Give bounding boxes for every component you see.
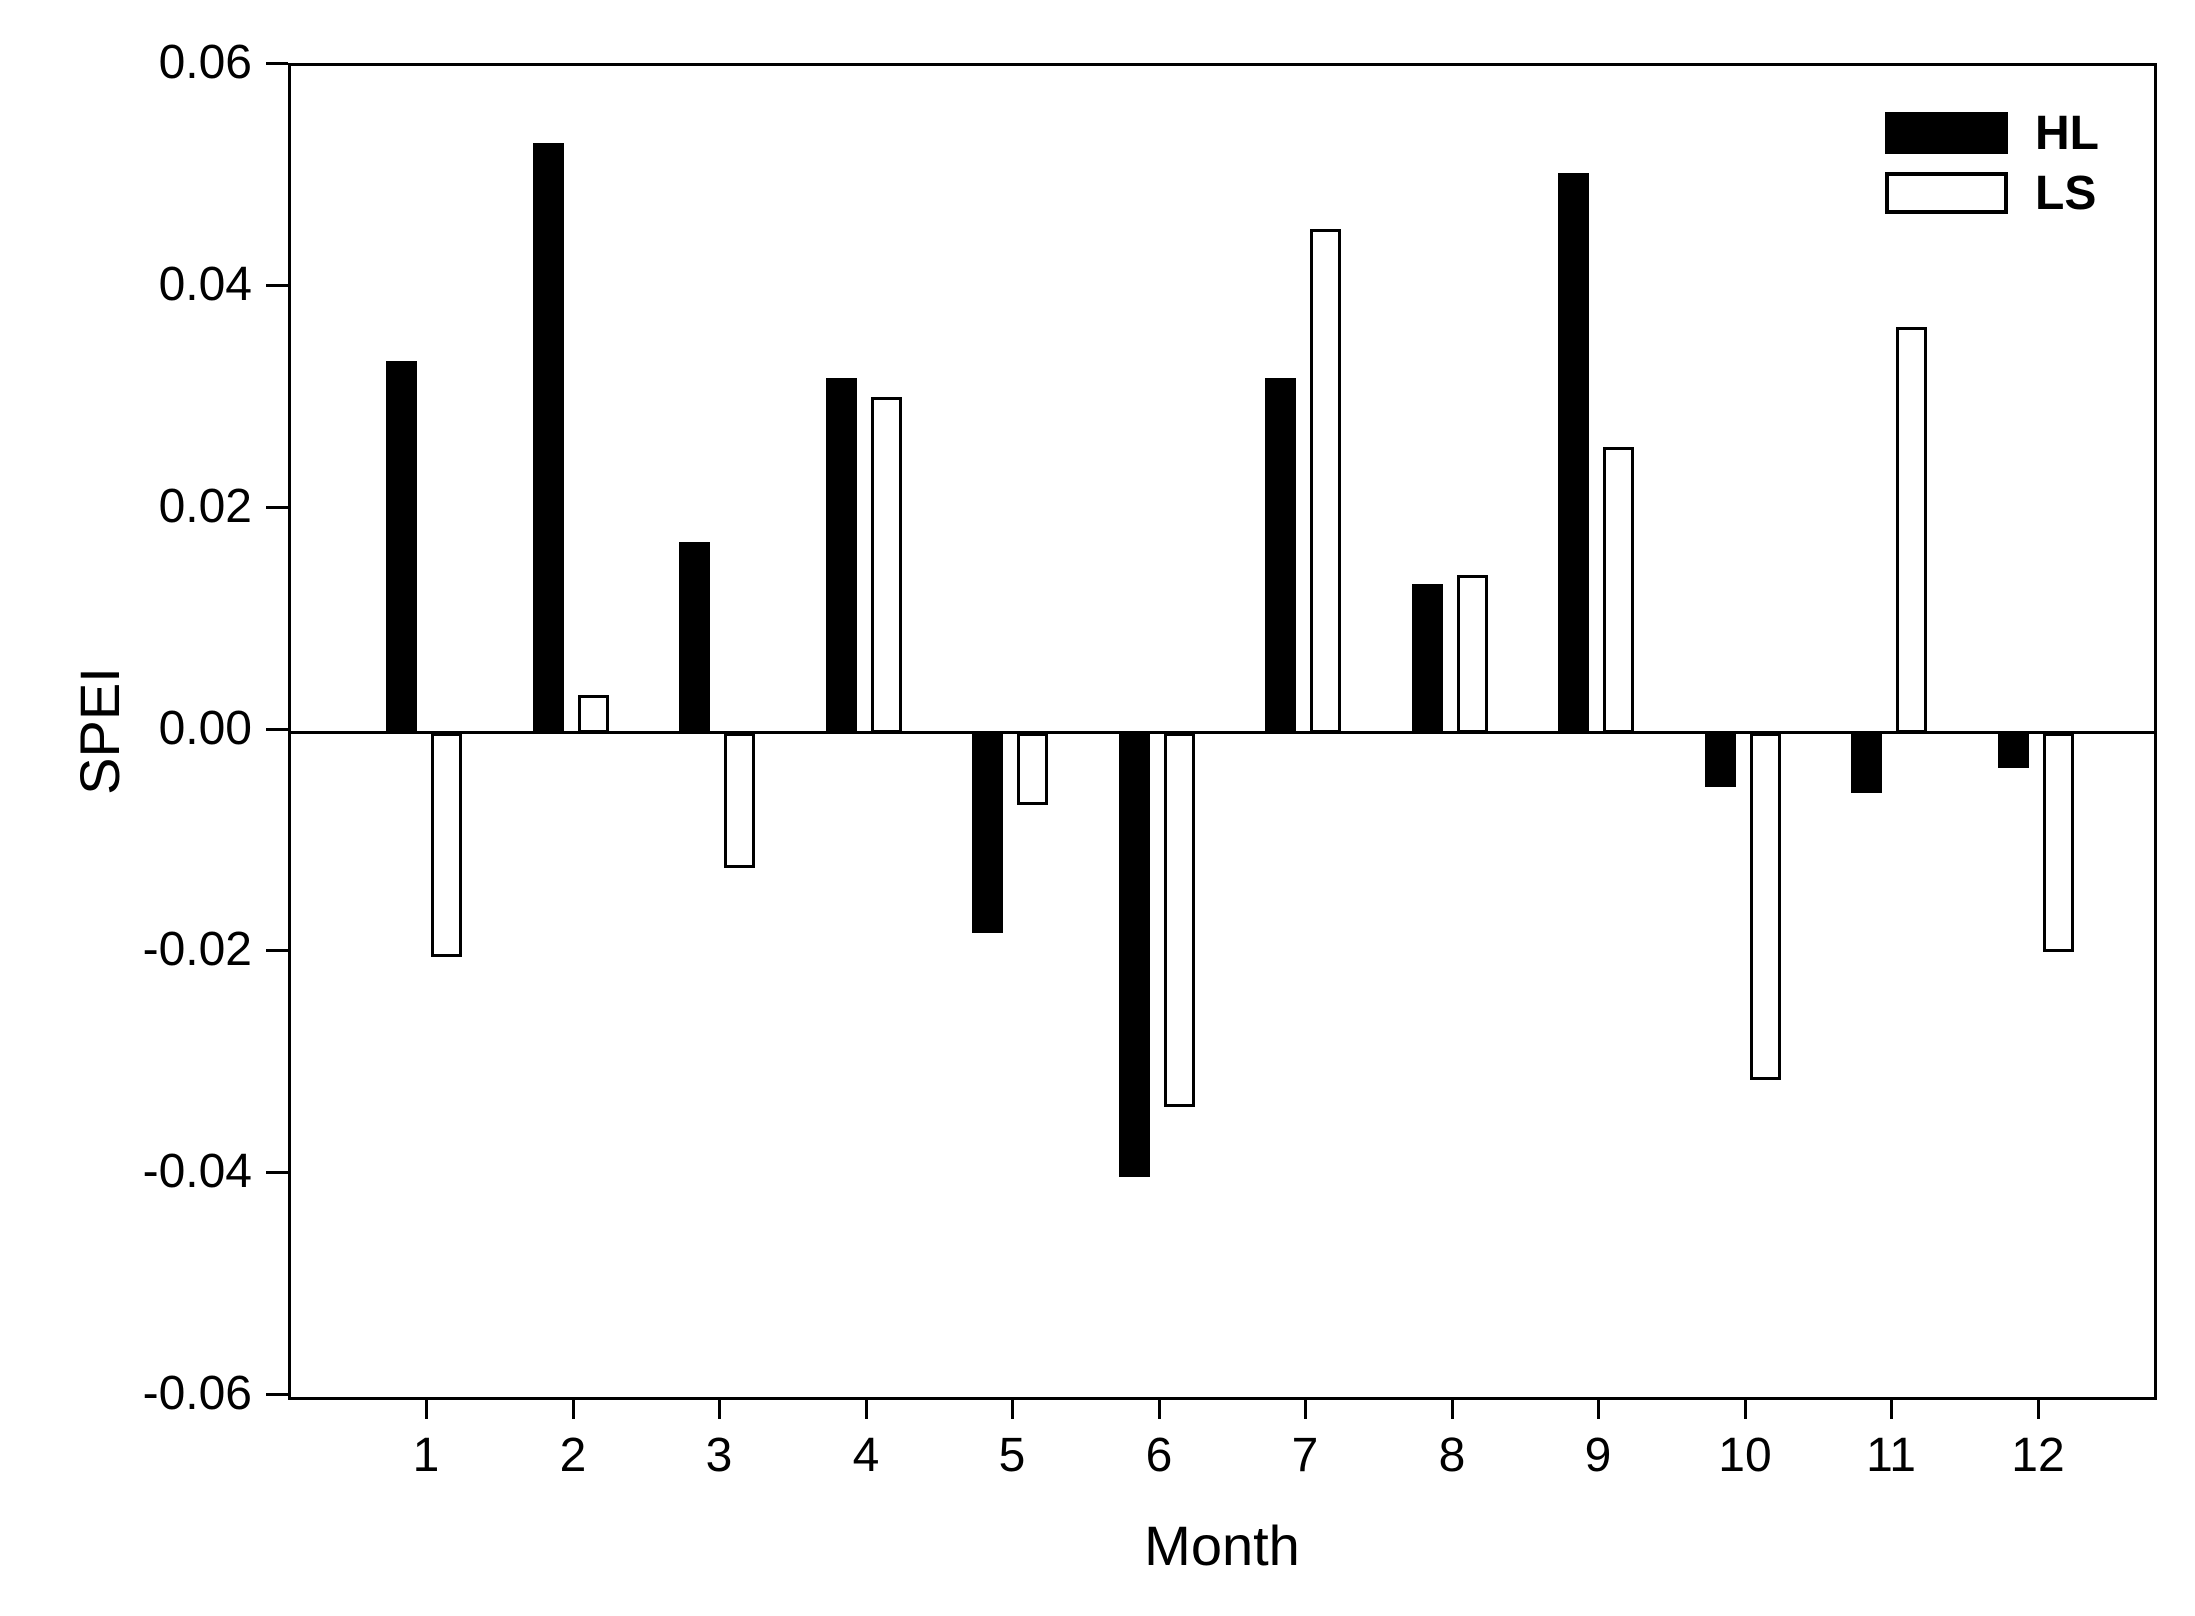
legend-swatch-ls [1885,172,2008,214]
bar-ls-month-6 [1164,733,1195,1107]
y-tick--0.04 [266,1171,288,1174]
bar-hl-month-2 [533,143,564,733]
bar-ls-month-3 [724,733,755,868]
y-tick--0.02 [266,949,288,952]
bar-hl-month-6 [1119,733,1150,1177]
plot-area: HL LS [288,63,2157,1400]
bar-ls-month-8 [1457,575,1488,733]
x-tick-label-month-8: 8 [1438,1429,1466,1482]
x-tick-month-8 [1451,1397,1454,1419]
zero-line [291,731,2154,734]
x-tick-month-4 [865,1397,868,1419]
x-tick-month-10 [1744,1397,1747,1419]
x-tick-month-9 [1597,1397,1600,1419]
x-tick-month-12 [2037,1397,2040,1419]
x-tick-month-6 [1158,1397,1161,1419]
bar-hl-month-12 [1998,733,2029,768]
x-tick-label-month-5: 5 [998,1429,1026,1482]
y-tick-label: 0.06 [158,36,252,89]
x-axis-title: Month [1144,1514,1300,1577]
bar-ls-month-9 [1603,447,1634,733]
y-tick-0.04 [266,284,288,287]
bar-hl-month-3 [679,542,710,733]
bar-hl-month-7 [1265,378,1296,733]
bar-hl-month-1 [386,361,417,733]
x-tick-label-month-3: 3 [705,1429,733,1482]
bar-ls-month-11 [1896,327,1927,733]
legend-label-hl: HL [2035,107,2099,160]
bar-ls-month-7 [1310,229,1341,733]
x-tick-month-11 [1890,1397,1893,1419]
bar-hl-month-4 [826,378,857,733]
x-tick-label-month-12: 12 [2011,1429,2065,1482]
x-tick-month-1 [425,1397,428,1419]
legend: HL LS [1885,106,2145,226]
bar-ls-month-10 [1750,733,1781,1080]
bar-hl-month-8 [1412,584,1443,733]
y-tick-label: 0.02 [158,480,252,533]
y-tick-0.06 [266,62,288,65]
y-tick-0.02 [266,506,288,509]
bar-ls-month-1 [431,733,462,957]
x-tick-label-month-2: 2 [559,1429,587,1482]
bar-hl-month-11 [1851,733,1882,793]
x-tick-label-month-9: 9 [1584,1429,1612,1482]
x-tick-month-3 [718,1397,721,1419]
y-tick-label: 0.04 [158,258,252,311]
x-tick-label-month-7: 7 [1291,1429,1319,1482]
x-tick-label-month-10: 10 [1718,1429,1772,1482]
y-tick-0.00 [266,728,288,731]
y-tick-label: -0.04 [142,1145,252,1198]
y-tick--0.06 [266,1393,288,1396]
bar-ls-month-5 [1017,733,1048,805]
y-tick-label: -0.02 [142,923,252,976]
bar-ls-month-4 [871,397,902,733]
bar-hl-month-9 [1558,173,1589,733]
x-tick-label-month-6: 6 [1145,1429,1173,1482]
legend-entry-ls: LS [1885,166,2145,226]
x-tick-label-month-1: 1 [412,1429,440,1482]
bar-ls-month-12 [2043,733,2074,952]
bar-hl-month-5 [972,733,1003,933]
y-tick-label: -0.06 [142,1367,252,1420]
x-tick-month-7 [1304,1397,1307,1419]
bar-hl-month-10 [1705,733,1736,787]
legend-entry-hl: HL [1885,106,2145,166]
x-tick-label-month-4: 4 [852,1429,880,1482]
y-tick-label: 0.00 [158,702,252,755]
legend-label-ls: LS [2035,167,2097,220]
x-tick-month-2 [572,1397,575,1419]
x-tick-label-month-11: 11 [1866,1429,1916,1482]
x-tick-month-5 [1011,1397,1014,1419]
legend-swatch-hl [1885,112,2008,154]
bar-ls-month-2 [578,695,609,733]
